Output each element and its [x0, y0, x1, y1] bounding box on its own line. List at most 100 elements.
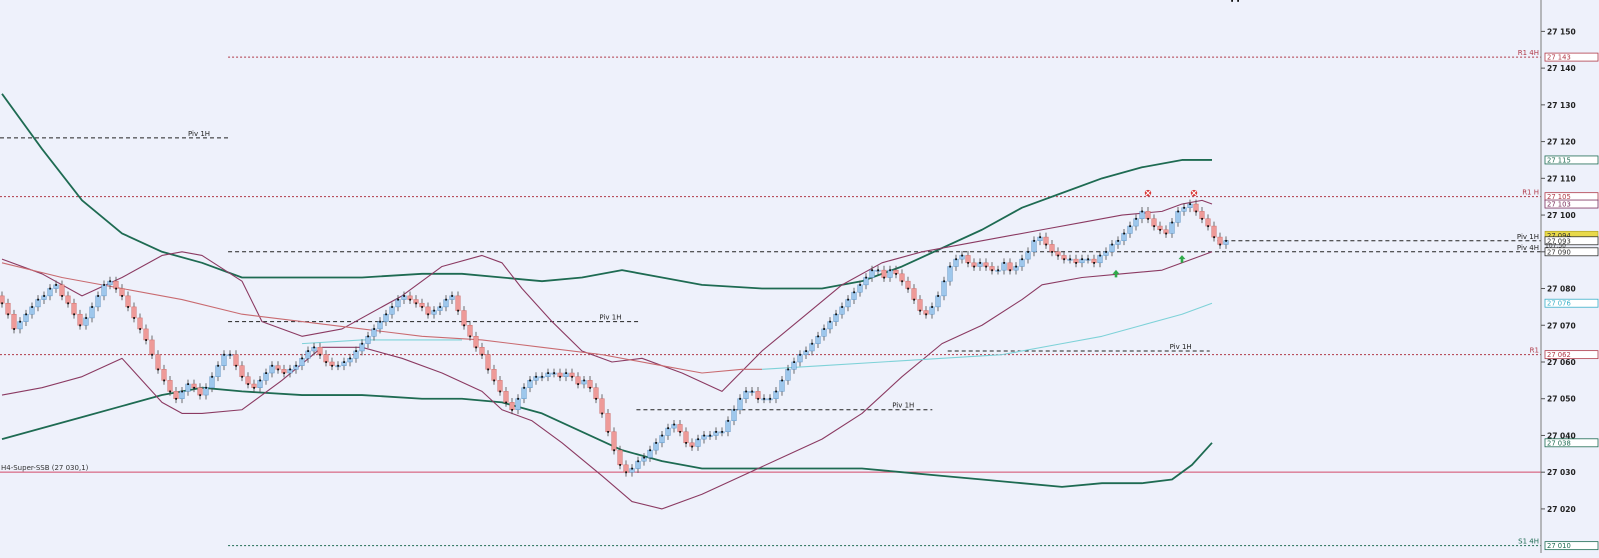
candle-close-dot: [331, 364, 333, 367]
candle-body: [317, 347, 323, 355]
candle-body: [617, 449, 623, 466]
level-label: R1 H: [1522, 189, 1539, 197]
candle-close-dot: [667, 427, 669, 430]
candle-body: [881, 269, 887, 278]
candle-close-dot: [91, 306, 93, 308]
candle-close-dot: [313, 346, 315, 349]
candle-body: [611, 431, 617, 451]
candle-close-dot: [199, 394, 201, 397]
y-tick-label: 27 120: [1547, 138, 1576, 147]
candle-close-dot: [571, 375, 573, 378]
candle-close-dot: [883, 276, 885, 279]
price-marker: [1544, 52, 1599, 62]
candle-close-dot: [1135, 217, 1137, 220]
level-label: R1 4H: [1518, 49, 1539, 57]
candle-body: [473, 336, 479, 348]
candle-close-dot: [61, 295, 63, 297]
candle-close-dot: [853, 291, 855, 294]
candle-body: [1217, 236, 1223, 245]
candle-close-dot: [235, 364, 237, 367]
candle-close-dot: [763, 397, 765, 400]
candle-close-dot: [97, 295, 99, 297]
candle-body: [1151, 218, 1157, 227]
candle-close-dot: [907, 287, 909, 290]
level-label: Piv 1H: [1170, 343, 1192, 351]
candle-close-dot: [541, 375, 543, 378]
candle-body: [359, 343, 365, 352]
candle-body: [155, 354, 161, 370]
y-tick-label: 27 030: [1547, 468, 1576, 477]
candle-body: [239, 365, 245, 377]
candle-body: [479, 347, 485, 355]
candle-close-dot: [475, 346, 477, 349]
candle-close-dot: [493, 379, 495, 382]
candle-close-dot: [397, 298, 399, 301]
candle-close-dot: [1141, 210, 1143, 213]
candle-close-dot: [997, 269, 999, 272]
candle-body: [5, 302, 11, 315]
candle-body: [467, 325, 473, 337]
y-tick-label: 27 110: [1547, 174, 1576, 183]
candle-close-dot: [67, 302, 69, 305]
candle-close-dot: [589, 386, 591, 389]
price-marker-label: 27 076: [1547, 300, 1571, 308]
candle-close-dot: [133, 317, 135, 319]
candle-body: [683, 431, 689, 444]
candle-body: [1127, 225, 1133, 234]
candle-body: [1211, 225, 1217, 238]
candle-close-dot: [1159, 228, 1161, 231]
ssb-label: H4-Super-SSB (27 030,1): [1, 464, 89, 472]
price-marker-label: 27 105: [1547, 193, 1571, 201]
candle-body: [71, 302, 77, 315]
candle-body: [203, 387, 209, 396]
candle-close-dot: [103, 284, 105, 286]
candle-close-dot: [85, 317, 87, 319]
candle-body: [503, 391, 509, 403]
candle-close-dot: [739, 397, 741, 400]
candle-close-dot: [649, 449, 651, 452]
candle-close-dot: [175, 397, 177, 400]
candle-close-dot: [787, 368, 789, 371]
candle-close-dot: [169, 390, 171, 393]
y-tick-label: 27 060: [1547, 358, 1576, 367]
candle-close-dot: [319, 353, 321, 356]
candle-body: [965, 255, 971, 264]
candle-body: [677, 424, 683, 433]
candle-body: [851, 291, 857, 300]
candle-close-dot: [415, 302, 417, 305]
candle-close-dot: [607, 430, 609, 433]
candle-close-dot: [187, 383, 189, 386]
candle-close-dot: [553, 372, 555, 375]
price-marker: [1544, 247, 1599, 257]
candle-body: [119, 288, 125, 297]
candle-close-dot: [679, 430, 681, 433]
candle-close-dot: [865, 276, 867, 279]
candle-close-dot: [157, 368, 159, 371]
buy-signal-icon: [1112, 269, 1120, 278]
candle-body: [623, 464, 629, 473]
candle-body: [137, 317, 143, 330]
candle-close-dot: [931, 306, 933, 308]
candle-body: [497, 380, 503, 392]
candle-body: [131, 306, 137, 319]
candle-body: [245, 376, 251, 385]
candle-close-dot: [577, 383, 579, 386]
candle-close-dot: [73, 313, 75, 316]
candle-close-dot: [439, 306, 441, 308]
candle-close-dot: [1117, 239, 1119, 242]
candle-close-dot: [451, 295, 453, 297]
candle-close-dot: [1021, 258, 1023, 261]
candle-body: [149, 339, 155, 355]
candle-close-dot: [109, 280, 111, 283]
candle-body: [101, 284, 107, 297]
candle-close-dot: [1201, 217, 1203, 220]
price-marker-label: 27 094: [1547, 232, 1571, 240]
candle-close-dot: [847, 298, 849, 301]
indicator-line: [761, 302, 1213, 370]
candle-close-dot: [1177, 210, 1179, 213]
candle-body: [1199, 211, 1205, 219]
candle-body: [179, 391, 185, 399]
candle-close-dot: [829, 320, 831, 323]
